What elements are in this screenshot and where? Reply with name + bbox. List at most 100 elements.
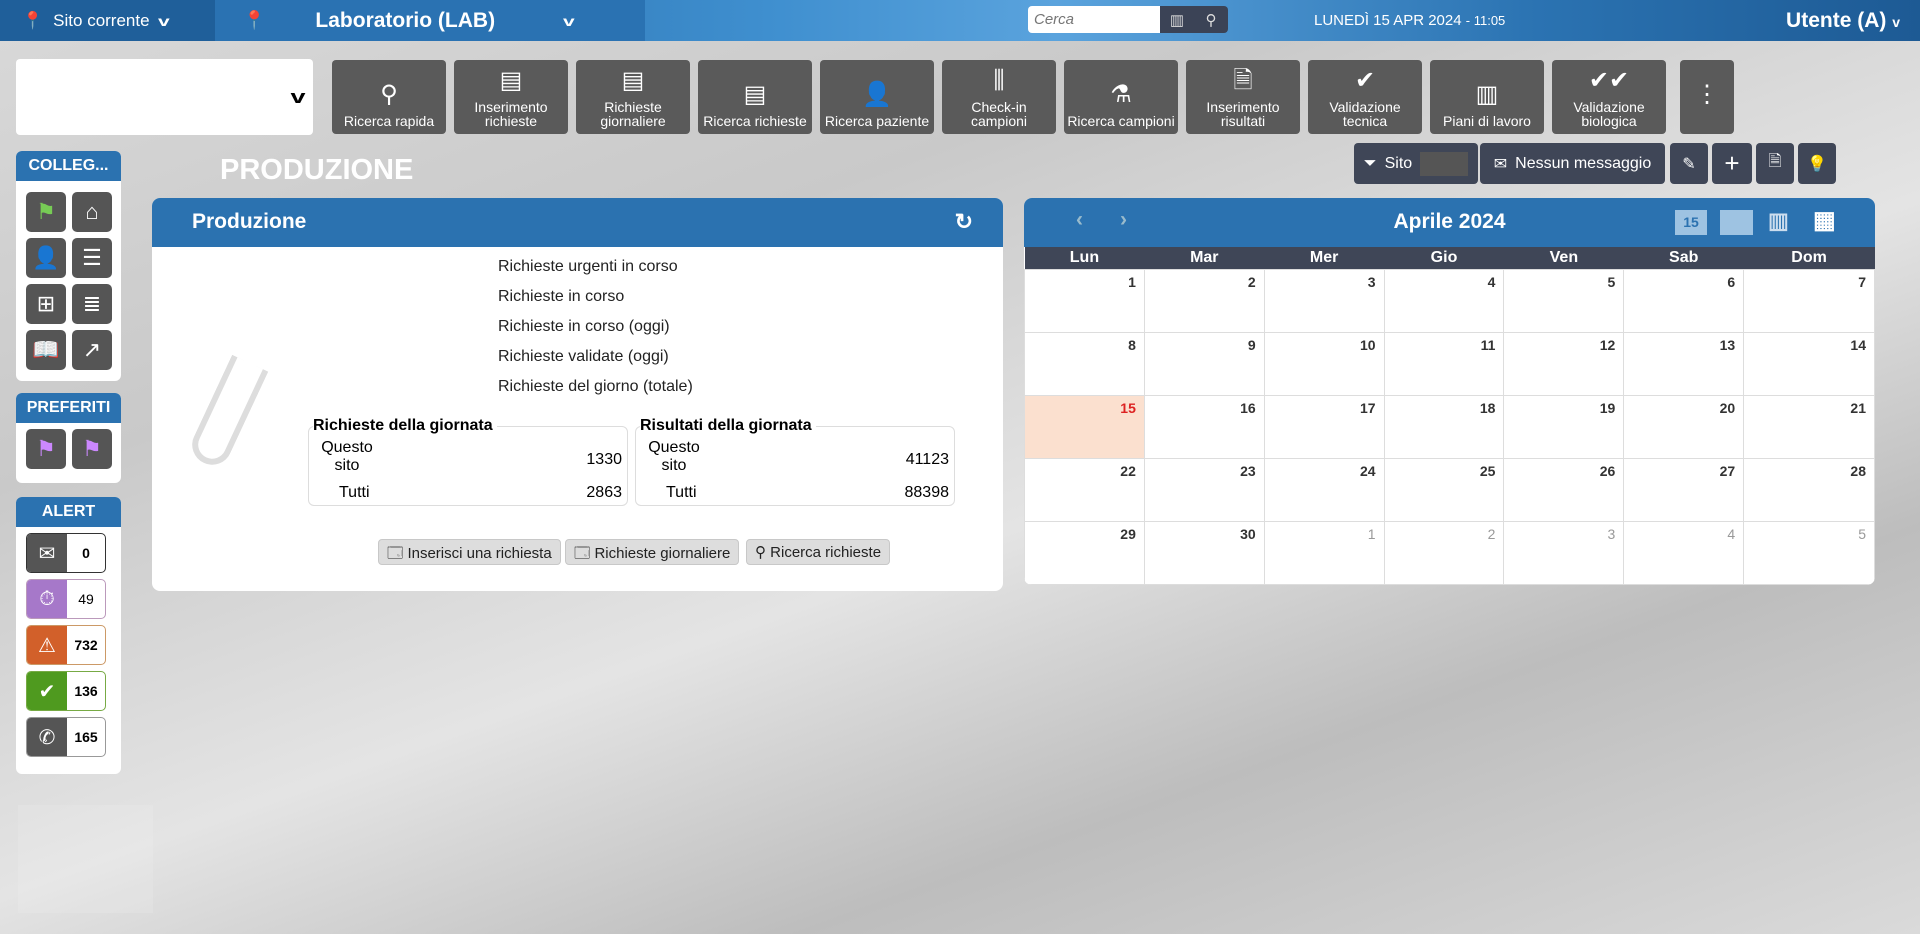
calendar-day[interactable]: 24 xyxy=(1263,457,1385,522)
calendar-day[interactable]: 2 xyxy=(1383,520,1505,585)
toolbar-button[interactable]: 🗎 Inserimento risultati xyxy=(1186,60,1300,134)
user-icon[interactable]: 👤 xyxy=(26,238,66,278)
toolbar-button[interactable]: ⚲ Ricerca rapida xyxy=(332,60,446,134)
toolbar-button[interactable]: ⫼ Check-in campioni xyxy=(942,60,1056,134)
placeholder-area xyxy=(18,805,153,913)
calendar-day[interactable]: 21 xyxy=(1743,394,1875,459)
calendar-day[interactable]: 8 xyxy=(1024,331,1145,396)
external-link-icon[interactable]: ↗ xyxy=(72,330,112,370)
calendar-day[interactable]: 17 xyxy=(1263,394,1385,459)
calendar-day[interactable]: 3 xyxy=(1503,520,1625,585)
alert-calls[interactable]: ✆ 165 xyxy=(26,717,106,757)
calendar-day[interactable]: 1 xyxy=(1263,520,1385,585)
toolbar-label: Ricerca richieste xyxy=(703,113,807,129)
edit-button[interactable]: ✎ xyxy=(1670,143,1708,184)
month-view-button[interactable]: ▦ xyxy=(1813,207,1836,234)
search-input[interactable] xyxy=(1028,6,1160,33)
calendar-day[interactable]: 25 xyxy=(1383,457,1505,522)
tree-list-icon[interactable]: ☰ xyxy=(72,238,112,278)
toolbar-button[interactable]: ▤ Richieste giornaliere xyxy=(576,60,690,134)
refresh-icon[interactable]: ↻ xyxy=(954,209,973,234)
calendar-day[interactable]: 22 xyxy=(1024,457,1145,522)
prev-month-icon[interactable]: ‹ xyxy=(1076,208,1083,231)
stat-row[interactable]: Richieste in corso (oggi)1105 (+1) xyxy=(498,318,1003,340)
calendar-day[interactable]: 4 xyxy=(1383,268,1505,333)
calendar-day[interactable]: 1 xyxy=(1024,268,1145,333)
purple-flag-icon[interactable]: ⚑ xyxy=(72,429,112,469)
calendar-day[interactable]: 7 xyxy=(1743,268,1875,333)
calendar-day[interactable]: 23 xyxy=(1143,457,1265,522)
tip-button[interactable]: 💡 xyxy=(1798,143,1836,184)
calendar-day[interactable]: 15 xyxy=(1024,394,1145,459)
alert-urgent[interactable]: ⏱ 49 xyxy=(26,579,106,619)
calendar-day[interactable]: 29 xyxy=(1024,520,1145,585)
box-title: Risultati della giornata xyxy=(640,417,816,435)
search-icon[interactable]: ⚲ xyxy=(1194,6,1228,33)
calendar-day[interactable]: 16 xyxy=(1143,394,1265,459)
alert-warning[interactable]: ⚠ 732 xyxy=(26,625,106,665)
calendar-day[interactable]: 2 xyxy=(1143,268,1265,333)
stat-row[interactable]: Richieste urgenti in corso672 (+1) xyxy=(498,258,1003,280)
calendar-day[interactable]: 12 xyxy=(1503,331,1625,396)
pin-icon: 📍 xyxy=(243,10,266,30)
calendar-day[interactable]: 5 xyxy=(1503,268,1625,333)
calendar-day[interactable]: 27 xyxy=(1623,457,1745,522)
toolbar-button[interactable]: ▤ Ricerca richieste xyxy=(698,60,812,134)
toolbar-button[interactable]: ⚗ Ricerca campioni xyxy=(1064,60,1178,134)
alert-messages[interactable]: ✉ 0 xyxy=(26,533,106,573)
calendar-day[interactable]: 6 xyxy=(1623,268,1745,333)
calendar-day[interactable]: 5 xyxy=(1743,520,1875,585)
stat-row[interactable]: Richieste in corso7411 (+1) xyxy=(498,288,1003,310)
daily-requests-button[interactable]: 🗔 Richieste giornaliere xyxy=(565,539,740,565)
favorites-title: PREFERITI xyxy=(16,393,121,423)
toolbar-icon: ▤ xyxy=(621,67,645,94)
alert-count: 165 xyxy=(74,729,98,745)
toolbar-button[interactable]: ▤ Inserimento richieste xyxy=(454,60,568,134)
alert-validated[interactable]: ✔ 136 xyxy=(26,671,106,711)
calendar-day[interactable]: 18 xyxy=(1383,394,1505,459)
calendar-day[interactable]: 3 xyxy=(1263,268,1385,333)
calendar-day[interactable]: 14 xyxy=(1743,331,1875,396)
home-icon[interactable]: ⌂ xyxy=(72,192,112,232)
toolbar-button[interactable]: ▥ Piani di lavoro xyxy=(1430,60,1544,134)
next-month-icon[interactable]: › xyxy=(1120,208,1127,231)
day-view-button[interactable]: 15 xyxy=(1675,210,1707,235)
user-menu[interactable]: Utente (A) v xyxy=(1786,9,1900,33)
purple-flag-icon[interactable]: ⚑ xyxy=(26,429,66,469)
toolbar-button[interactable]: ✔ Validazione tecnica xyxy=(1308,60,1422,134)
book-icon[interactable]: 📖 xyxy=(26,330,66,370)
calendar-day[interactable]: 26 xyxy=(1503,457,1625,522)
list-icon[interactable]: ≣ xyxy=(72,284,112,324)
context-dropdown[interactable]: v xyxy=(16,59,313,135)
toolbar-label: Piani di lavoro xyxy=(1443,113,1531,129)
calendar-day[interactable]: 11 xyxy=(1383,331,1505,396)
toolbar-button[interactable]: 👤 Ricerca paziente xyxy=(820,60,934,134)
grid-icon[interactable]: ⊞ xyxy=(26,284,66,324)
columns-view-button[interactable]: ▥ xyxy=(1768,208,1789,233)
stat-row[interactable]: Richieste del giorno (totale)1329 (+1) xyxy=(498,378,1003,400)
stat-row[interactable]: Richieste validate (oggi)145 (+1) xyxy=(498,348,1003,370)
calendar-day[interactable]: 4 xyxy=(1623,520,1745,585)
insert-request-button[interactable]: 🗔 Inserisci una richiesta xyxy=(378,539,561,565)
messages-button[interactable]: ✉ Nessun messaggio xyxy=(1480,143,1665,184)
green-flag-icon[interactable]: ⚑ xyxy=(26,192,66,232)
site-filter-button[interactable]: ⏷ Sito xyxy=(1354,143,1478,184)
add-button[interactable]: + xyxy=(1712,143,1752,184)
calendar-day[interactable]: 13 xyxy=(1623,331,1745,396)
calendar-day[interactable]: 19 xyxy=(1503,394,1625,459)
search-requests-button[interactable]: ⚲ Ricerca richieste xyxy=(746,539,891,565)
envelope-icon: ✉ xyxy=(1493,155,1508,173)
calendar-day[interactable]: 20 xyxy=(1623,394,1745,459)
double-check-icon: ✔ xyxy=(27,672,67,710)
calendar-day[interactable]: 28 xyxy=(1743,457,1875,522)
week-view-button[interactable] xyxy=(1720,210,1753,235)
barcode-icon[interactable]: ▥ xyxy=(1160,6,1194,33)
document-button[interactable]: 🗎 xyxy=(1756,143,1794,184)
calendar-day[interactable]: 30 xyxy=(1143,520,1265,585)
toolbar-button[interactable]: ✔✔ Validazione biologica xyxy=(1552,60,1666,134)
site-selector[interactable]: 📍 Sito corrente v xyxy=(0,0,215,41)
calendar-day[interactable]: 9 xyxy=(1143,331,1265,396)
lab-selector[interactable]: 📍 Laboratorio (LAB) v xyxy=(215,0,645,41)
more-button[interactable]: ⋮ xyxy=(1680,60,1734,134)
calendar-day[interactable]: 10 xyxy=(1263,331,1385,396)
